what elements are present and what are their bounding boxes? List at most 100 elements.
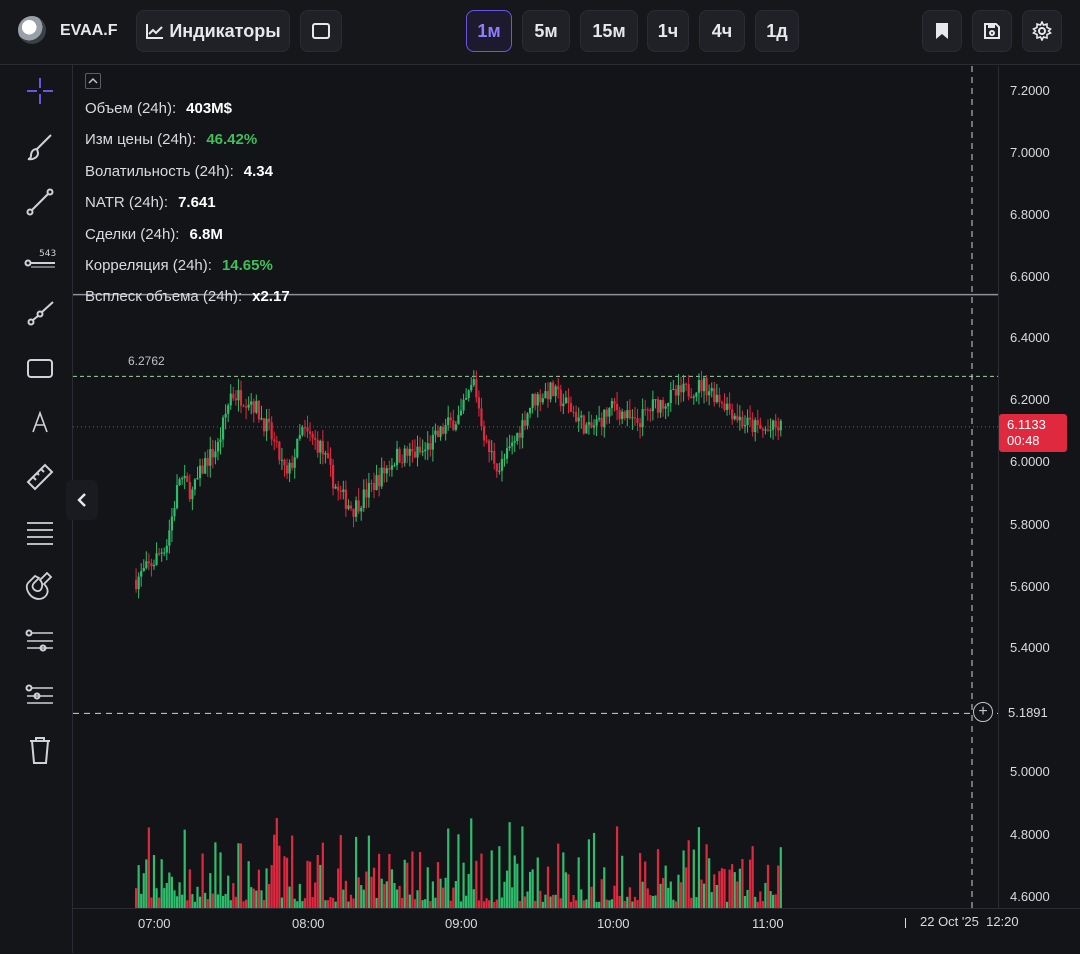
volume-bar bbox=[362, 889, 365, 908]
volume-bar bbox=[395, 889, 399, 908]
rectangle-tool[interactable] bbox=[20, 348, 60, 388]
candle-body bbox=[488, 440, 491, 453]
price-range-tool[interactable]: 543 bbox=[20, 237, 60, 277]
candle-body bbox=[395, 448, 399, 466]
timeframe-15m[interactable]: 15м bbox=[580, 10, 638, 52]
time-axis[interactable] bbox=[73, 908, 1080, 954]
timeframe-1m[interactable]: 1м bbox=[466, 10, 512, 52]
ruler-tool[interactable] bbox=[20, 457, 60, 497]
bookmark-icon bbox=[936, 23, 948, 39]
volume-bar bbox=[408, 894, 411, 908]
volume-bar bbox=[441, 887, 445, 908]
volume-bar bbox=[301, 901, 304, 908]
timeframe-4h[interactable]: 4ч bbox=[699, 10, 745, 52]
volume-bar bbox=[413, 899, 417, 908]
save-button[interactable] bbox=[972, 10, 1012, 52]
volume-bar bbox=[193, 901, 197, 908]
magnet-tool[interactable] bbox=[20, 567, 60, 607]
candle-body bbox=[575, 412, 578, 422]
candle-body bbox=[365, 489, 368, 498]
candle-body bbox=[772, 420, 775, 430]
volume-bar bbox=[725, 901, 729, 908]
volume-bar bbox=[170, 876, 174, 908]
candle-body bbox=[191, 489, 194, 500]
candle-body bbox=[221, 417, 225, 440]
volume-bar bbox=[610, 899, 614, 908]
candle-body bbox=[301, 427, 304, 436]
candle-body bbox=[403, 448, 406, 463]
horizontal-lines-icon bbox=[27, 522, 53, 545]
volume-bar bbox=[470, 818, 473, 908]
timeframe-1h[interactable]: 1ч bbox=[647, 10, 689, 52]
candle-body bbox=[331, 464, 335, 489]
volume-bar bbox=[508, 822, 511, 908]
candle-body bbox=[408, 448, 411, 456]
price-range-icon: 543 bbox=[24, 249, 56, 268]
trendline-tool[interactable] bbox=[20, 182, 60, 222]
price-axis-label: 4.8000 bbox=[1010, 827, 1050, 842]
horizontal-lines-tool[interactable] bbox=[20, 512, 60, 552]
volume-bar bbox=[587, 839, 591, 908]
candle-body bbox=[756, 420, 759, 426]
candle-body bbox=[329, 458, 332, 465]
fib-tool[interactable] bbox=[20, 621, 60, 661]
candle-body bbox=[613, 401, 616, 404]
stat-label: Корреляция (24h): bbox=[85, 256, 212, 274]
candle-body bbox=[656, 399, 660, 413]
volume-bar bbox=[439, 878, 442, 908]
volume-bar bbox=[731, 864, 734, 908]
candle-body bbox=[465, 397, 468, 400]
volume-bar bbox=[644, 861, 647, 908]
timeframe-1d[interactable]: 1д bbox=[755, 10, 799, 52]
candle-body bbox=[298, 435, 301, 439]
volume-bar bbox=[557, 843, 560, 908]
ray-icon bbox=[27, 301, 54, 326]
indicators-button[interactable]: Индикаторы bbox=[136, 10, 290, 52]
price-axis-label: 5.8000 bbox=[1010, 517, 1050, 532]
volume-bar bbox=[465, 895, 468, 908]
crosshair-tool[interactable] bbox=[20, 71, 60, 111]
brush-tool[interactable] bbox=[20, 127, 60, 167]
volume-bar bbox=[411, 851, 414, 908]
volume-bar bbox=[311, 896, 314, 908]
stat-volume-spike: Всплеск объема (24h): x2.17 bbox=[85, 288, 290, 319]
text-tool[interactable] bbox=[20, 402, 60, 442]
stat-label: Сделки (24h): bbox=[85, 225, 180, 243]
stats-collapse-button[interactable] bbox=[85, 73, 101, 89]
candle-body bbox=[528, 407, 532, 414]
candle-body bbox=[534, 394, 537, 406]
volume-bar bbox=[690, 897, 693, 908]
settings-button[interactable] bbox=[1022, 10, 1062, 52]
ray-tool[interactable] bbox=[20, 293, 60, 333]
add-alert-plus-icon[interactable]: + bbox=[973, 702, 993, 722]
levels-tool[interactable] bbox=[20, 676, 60, 716]
volume-bar bbox=[674, 901, 677, 908]
volume-bar bbox=[475, 860, 478, 908]
candle-body bbox=[490, 451, 493, 453]
candle-body bbox=[733, 415, 736, 420]
volume-bar bbox=[434, 897, 437, 908]
price-axis[interactable] bbox=[998, 66, 1080, 908]
ticker-symbol[interactable]: EVAA.F bbox=[60, 22, 118, 39]
volume-bar bbox=[756, 901, 759, 908]
candle-body bbox=[280, 459, 284, 461]
stat-label: Изм цены (24h): bbox=[85, 131, 197, 149]
volume-bar bbox=[618, 895, 621, 908]
candle-body bbox=[751, 419, 754, 433]
collapse-toolbar-button[interactable] bbox=[66, 480, 98, 520]
volume-bar bbox=[559, 898, 562, 908]
levels-icon bbox=[25, 684, 53, 704]
stat-trades: Сделки (24h): 6.8M bbox=[85, 226, 290, 257]
candle-body bbox=[337, 486, 340, 491]
candle-body bbox=[505, 448, 509, 459]
layout-button[interactable] bbox=[300, 10, 342, 52]
bookmark-button[interactable] bbox=[922, 10, 962, 52]
timeframe-5m[interactable]: 5м bbox=[522, 10, 570, 52]
volume-bar bbox=[191, 894, 194, 908]
candle-body bbox=[713, 388, 716, 403]
trash-tool[interactable] bbox=[20, 730, 60, 770]
volume-bar bbox=[349, 894, 353, 908]
volume-bar bbox=[280, 897, 284, 908]
price-chart[interactable] bbox=[73, 66, 998, 908]
candle-body bbox=[252, 401, 255, 413]
